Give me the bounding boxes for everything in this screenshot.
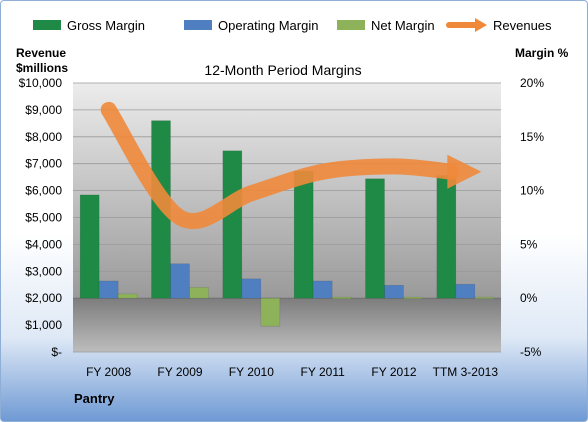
left-tick-label: $6,000: [25, 184, 62, 198]
left-tick-label: $5,000: [25, 211, 62, 225]
left-tick-label: $8,000: [25, 130, 62, 144]
bar-operating-margin-5: [455, 283, 476, 299]
left-tick-label: $-: [51, 345, 62, 359]
bar-gross-margin-4: [365, 178, 385, 299]
legend-swatch-operating-margin: [184, 20, 212, 30]
category-label: FY 2008: [86, 365, 131, 379]
left-axis-label-line1: Revenue: [16, 46, 66, 60]
legend-label-revenues: Revenues: [493, 18, 552, 33]
legend-label-gross-margin: Gross Margin: [67, 18, 145, 33]
bar-operating-margin-4: [384, 284, 404, 299]
bar-net-margin-2: [260, 297, 281, 327]
chart-title: 12-Month Period Margins: [204, 62, 361, 78]
bar-gross-margin-0: [79, 194, 100, 299]
left-tick-label: $9,000: [25, 103, 62, 117]
bar-net-margin-3: [331, 296, 352, 299]
bar-gross-margin-3: [293, 170, 314, 299]
left-tick-label: $7,000: [25, 157, 62, 171]
category-label: TTM 3-2013: [433, 365, 499, 379]
right-tick-label: 10%: [520, 184, 544, 198]
category-label: FY 2009: [157, 365, 202, 379]
bar-operating-margin-2: [241, 278, 262, 299]
category-label: FY 2011: [301, 365, 346, 379]
left-tick-label: $1,000: [25, 318, 62, 332]
bar-net-margin-4: [403, 296, 423, 299]
legend-swatch-arrowhead: [475, 18, 487, 32]
bar-operating-margin-3: [312, 280, 333, 299]
category-label: FY 2010: [229, 365, 274, 379]
right-tick-label: 0%: [520, 291, 538, 305]
right-axis-label: Margin %: [515, 46, 569, 60]
right-tick-label: 5%: [520, 237, 538, 251]
right-tick-label: -5%: [520, 345, 542, 359]
legend-swatch-gross-margin: [33, 20, 61, 30]
right-tick-label: 20%: [520, 76, 544, 90]
category-label: FY 2012: [371, 365, 416, 379]
bar-gross-margin-2: [222, 150, 243, 299]
left-tick-label: $3,000: [25, 264, 62, 278]
left-tick-label: $4,000: [25, 237, 62, 251]
bar-operating-margin-0: [98, 280, 119, 299]
bar-operating-margin-1: [170, 263, 190, 299]
revenue-line: [100, 101, 460, 230]
bar-net-margin-5: [474, 296, 495, 299]
company-label: Pantry: [74, 391, 115, 406]
left-tick-label: $10,000: [19, 76, 63, 90]
left-tick-label: $2,000: [25, 291, 62, 305]
legend-label-net-margin: Net Margin: [371, 18, 435, 33]
legend-label-operating-margin: Operating Margin: [218, 18, 318, 33]
right-tick-label: 15%: [520, 130, 544, 144]
bar-net-margin-1: [189, 287, 209, 299]
legend-swatch-net-margin: [337, 20, 365, 30]
bar-net-margin-0: [117, 293, 138, 299]
bar-gross-margin-5: [436, 175, 457, 299]
revenue-arrowhead: [447, 154, 482, 189]
left-axis-label-line2: $millions: [16, 61, 68, 75]
